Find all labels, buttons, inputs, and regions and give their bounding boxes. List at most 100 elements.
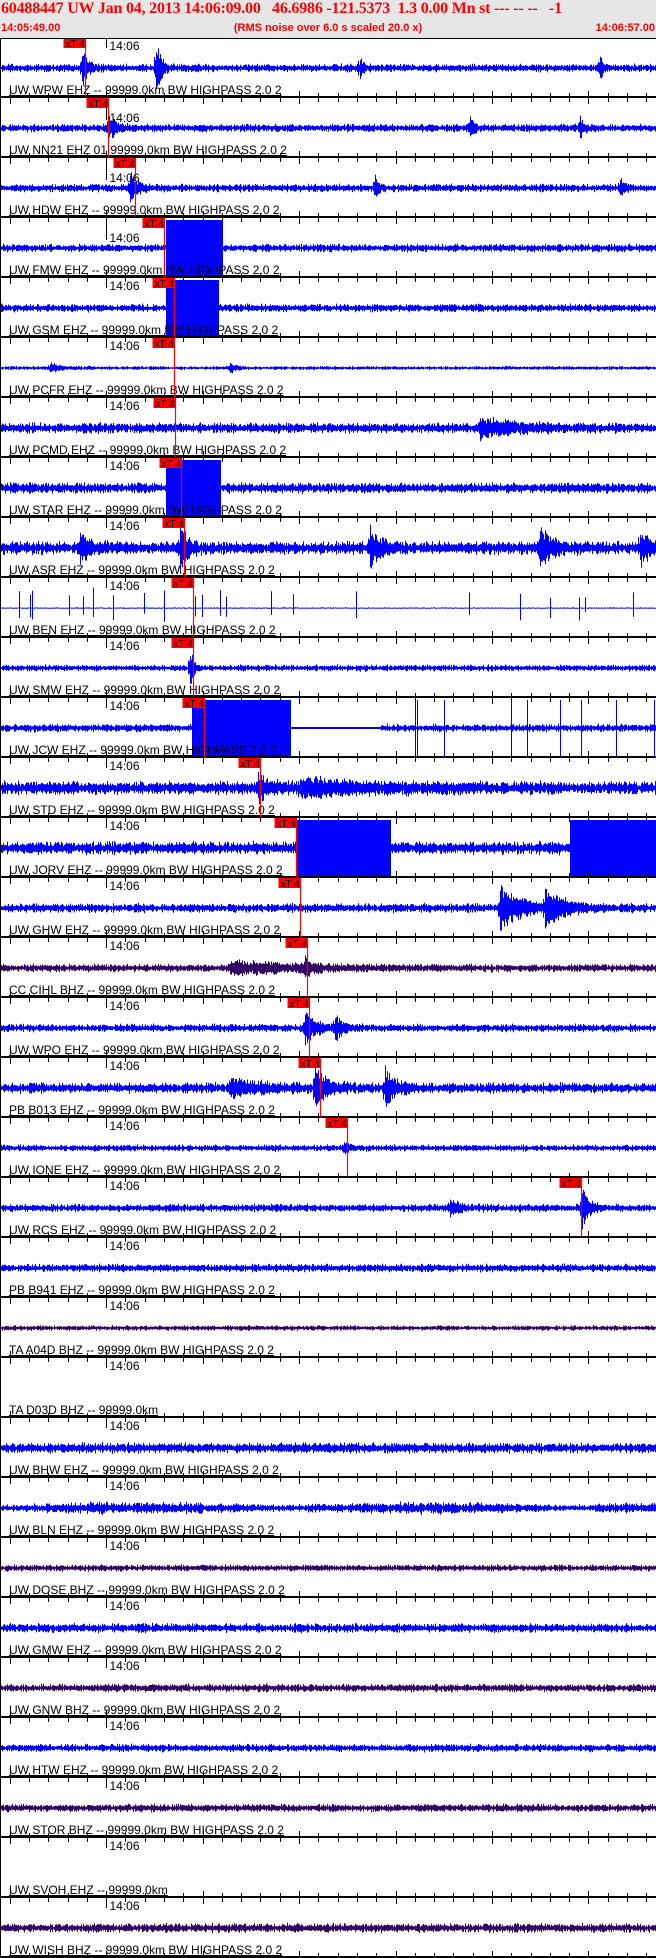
pick-label: xT 4 <box>156 399 176 410</box>
waveform <box>0 362 656 374</box>
minute-label: 14:06 <box>110 111 140 125</box>
station-label: UW WISH BHZ -- 99999.0km BW HIGHPASS 2.0… <box>9 1943 282 1957</box>
pick-label: xT 4 <box>165 519 185 530</box>
pick-flag <box>287 998 310 1008</box>
minute-label: 14:06 <box>110 279 140 293</box>
station-panel: 14:06 UW GMW EHZ -- 99999.0km BW HIGHPASS… <box>0 1598 656 1664</box>
minute-label: 14:06 <box>110 639 140 653</box>
station-panel: 14:06 UW JCW EHZ -- 99999.0km BW HIGHPASS… <box>0 698 656 764</box>
pick-label: xT 4 <box>328 1119 348 1130</box>
pick-label: xT 4 <box>288 939 308 950</box>
waveform <box>0 1564 656 1572</box>
minute-label: 14:06 <box>110 879 140 893</box>
pick-flag <box>159 458 182 468</box>
station-panel: 14:06 UW IONE EHZ -- 99999.0km BW HIGHPAS… <box>0 1118 656 1184</box>
station-label: UW PCMD EHZ -- 99999.0km BW HIGHPASS 2.0… <box>9 443 286 457</box>
pick-label: xT 4 <box>145 219 165 230</box>
station-panel: 14:06 UW STD EHZ -- 99999.0km BW HIGHPASS… <box>0 758 656 824</box>
minute-label: 14:06 <box>110 1719 140 1733</box>
station-panel: 14:06 UW BHW EHZ -- 99999.0km BW HIGHPASS… <box>0 1418 656 1484</box>
pick-flag <box>278 878 301 888</box>
pick-flag <box>86 98 109 108</box>
station-panel: 14:06 UW WISH BHZ -- 99999.0km BW HIGHPAS… <box>0 1898 656 1958</box>
station-panel: 14:06 UW FMW EHZ -- 99999.0km BW HIGHPASS… <box>0 218 656 284</box>
scaling-note: (RMS noise over 6.0 s scaled 20.0 x) <box>233 22 423 34</box>
waveform <box>0 1325 656 1331</box>
minute-label: 14:06 <box>110 1179 140 1193</box>
pick-flag <box>285 938 308 948</box>
waveform <box>0 1622 656 1634</box>
event-title: 60488447 UW Jan 04, 2013 14:06:09.00 46.… <box>1 0 562 17</box>
station-label: UW GHW EHZ -- 99999.0km BW HIGHPASS 2.0 … <box>9 923 280 937</box>
station-label: TA D03D BHZ -- 99999.0km <box>9 1403 158 1417</box>
station-panel: 14:06 PB B013 EHZ -- 99999.0km BW HIGHPAS… <box>0 1058 656 1124</box>
pick-flag <box>238 758 261 768</box>
station-label: UW STD EHZ -- 99999.0km BW HIGHPASS 2.0 … <box>9 803 275 817</box>
station-panel: 14:06 UW PCMD EHZ -- 99999.0km BW HIGHPAS… <box>0 398 656 464</box>
station-label: UW ASR EHZ -- 99999.0km BW HIGHPASS 2.0 … <box>9 563 275 577</box>
pick-flag <box>113 158 136 168</box>
minute-label: 14:06 <box>110 699 140 713</box>
station-panel: 14:06 UW JORV EHZ -- 99999.0km BW HIGHPAS… <box>0 818 656 884</box>
station-label: PB B941 EHZ -- 99999.0km BW HIGHPASS 2.0… <box>9 1283 275 1297</box>
waveform <box>0 1061 656 1107</box>
pick-label: xT 4 <box>301 1059 321 1070</box>
station-label: UW HDW EHZ -- 99999.0km BW HIGHPASS 2.0 … <box>9 203 280 217</box>
minute-label: 14:06 <box>110 459 140 473</box>
station-panel: 14:06 UW BLN EHZ -- 99999.0km BW HIGHPASS… <box>0 1478 656 1544</box>
event-header: 60488447 UW Jan 04, 2013 14:06:09.00 46.… <box>0 0 656 38</box>
waveform <box>0 1683 656 1693</box>
pick-flag <box>171 638 194 648</box>
station-panel: 14:06 UW NN21 EHZ 01 99999.0km BW HIGHPAS… <box>0 98 656 164</box>
station-label: UW STAR EHZ -- 99999.0km BW HIGHPASS 2.0… <box>9 503 282 517</box>
waveform <box>0 1743 656 1753</box>
waveform <box>0 115 656 139</box>
pick-label: xT 4 <box>89 99 109 110</box>
station-panel: 14:06 UW SVOH EHZ -- 99999.0km <box>0 1838 656 1904</box>
pick-flag <box>152 338 175 348</box>
pick-flag <box>153 398 176 408</box>
station-panel: 14:06 TA A04D BHZ -- 99999.0km BW HIGHPAS… <box>0 1298 656 1364</box>
station-panel: 14:06 UW HDW EHZ -- 99999.0km BW HIGHPASS… <box>0 158 656 224</box>
waveform <box>0 772 656 804</box>
station-label: UW SMW EHZ -- 99999.0km BW HIGHPASS 2.0 … <box>9 683 280 697</box>
station-panel: 14:06 UW DOSE BHZ -- 99999.0km BW HIGHPAS… <box>0 1538 656 1604</box>
pick-label: xT 4 <box>162 459 182 470</box>
minute-label: 14:06 <box>110 1599 140 1613</box>
pick-flag <box>274 818 297 828</box>
pick-label: xT 4 <box>66 39 86 50</box>
station-label: UW GMW EHZ -- 99999.0km BW HIGHPASS 2.0 … <box>9 1643 282 1657</box>
station-label: UW DOSE BHZ -- 99999.0km BW HIGHPASS 2.0… <box>9 1583 285 1597</box>
waveform <box>0 1501 656 1516</box>
station-panel: 14:06 TA D03D BHZ -- 99999.0km <box>0 1358 656 1424</box>
minute-label: 14:06 <box>110 1359 140 1373</box>
waveform <box>0 1922 656 1934</box>
station-label: UW FMW EHZ -- 99999.0km BW HIGHPASS 2.0 … <box>9 263 280 277</box>
waveform <box>0 172 656 203</box>
minute-label: 14:06 <box>110 579 140 593</box>
waveform <box>0 1012 656 1046</box>
minute-label: 14:06 <box>110 1839 140 1853</box>
minute-label: 14:06 <box>110 39 140 53</box>
station-panel: 14:06 UW GSM EHZ -- 99999.0km BW HIGHPASS… <box>0 278 656 344</box>
minute-label: 14:06 <box>110 1419 140 1433</box>
end-time: 14:06:57.00 <box>595 22 655 34</box>
minute-label: 14:06 <box>110 819 140 833</box>
station-panel: 14:06 UW STAR EHZ -- 99999.0km BW HIGHPAS… <box>0 458 656 524</box>
station-panel: 14:06 UW STOR BHZ -- 99999.0km BW HIGHPAS… <box>0 1778 656 1844</box>
station-label: CC CIHL BHZ -- 99999.0km BW HIGHPASS 2.0… <box>9 983 275 997</box>
station-panel: 14:06 UW SMW EHZ -- 99999.0km BW HIGHPASS… <box>0 638 656 704</box>
station-panel: 14:06 UW GNW BHZ -- 99999.0km BW HIGHPASS… <box>0 1658 656 1724</box>
station-label: UW SVOH EHZ -- 99999.0km <box>9 1883 168 1897</box>
waveform <box>0 1263 656 1273</box>
station-panel: 14:06 UW WPO EHZ -- 99999.0km BW HIGHPASS… <box>0 998 656 1064</box>
minute-label: 14:06 <box>110 339 140 353</box>
station-label: PB B013 EHZ -- 99999.0km BW HIGHPASS 2.0… <box>9 1103 275 1117</box>
pick-label: xT 4 <box>290 999 310 1010</box>
station-label: UW NN21 EHZ 01 99999.0km BW HIGHPASS 2.0… <box>9 143 287 157</box>
minute-label: 14:06 <box>110 231 140 245</box>
station-label: UW JORV EHZ -- 99999.0km BW HIGHPASS 2.0… <box>9 863 283 877</box>
waveform <box>0 1442 656 1454</box>
pick-flag <box>171 578 194 588</box>
minute-label: 14:06 <box>110 939 140 953</box>
